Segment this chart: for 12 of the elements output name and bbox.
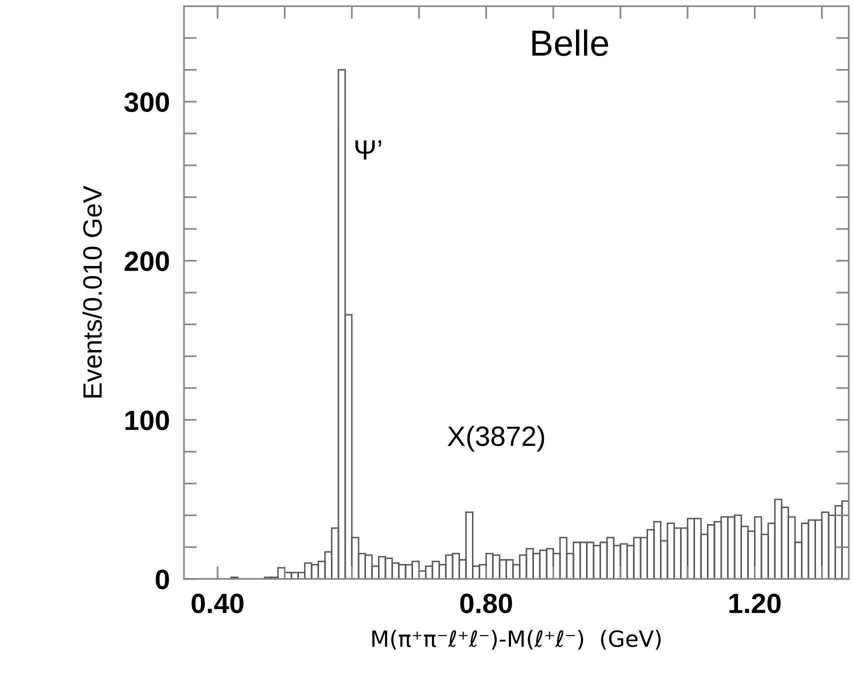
annotation: Ψ’	[355, 140, 382, 160]
x-axis-title: M(π⁺π⁻ℓ⁺ℓ⁻)-M(ℓ⁺ℓ⁻) (GeV)	[372, 630, 661, 650]
x-tick-label: 0.80	[460, 594, 512, 614]
y-tick-label: 0	[156, 570, 169, 590]
annotation: Belle	[532, 29, 608, 56]
annotation: X(3872)	[448, 426, 544, 452]
y-tick-label: 100	[126, 410, 169, 430]
y-tick-label: 300	[124, 92, 169, 112]
y-axis-title: Events/0.010 GeV	[82, 186, 102, 398]
x-tick-label: 0.40	[192, 594, 244, 614]
x-tick-label: 1.20	[729, 594, 781, 614]
y-tick-label: 200	[124, 251, 169, 272]
